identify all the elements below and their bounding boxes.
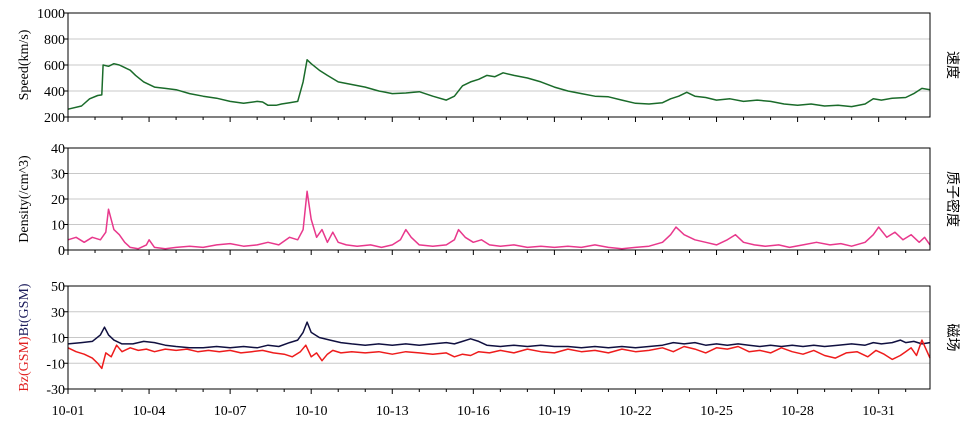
x-tick-label: 10-01 <box>52 404 85 419</box>
y-axis-label: Density(/cm^3) <box>17 155 32 243</box>
y-tick-label: 0 <box>58 244 65 259</box>
y-tick-label: -30 <box>46 383 65 398</box>
x-tick-label: 10-22 <box>619 404 652 419</box>
x-tick-label: 10-07 <box>214 404 247 419</box>
x-tick-label: 10-25 <box>700 404 733 419</box>
y-tick-label: 200 <box>44 111 65 126</box>
panel-side-label: 速度 <box>944 51 960 79</box>
x-tick-label: 10-13 <box>376 404 409 419</box>
y-tick-label: 1000 <box>37 7 65 22</box>
y-tick-label: 600 <box>44 59 65 74</box>
y-axis-label: Speed(km/s) <box>17 29 32 100</box>
y-axis-label: Bz(GSM)Bt(GSM) <box>17 283 32 391</box>
x-tick-label: 10-31 <box>862 404 895 419</box>
x-tick-label: 10-28 <box>781 404 814 419</box>
y-tick-label: 30 <box>51 306 65 321</box>
series-line <box>67 59 931 110</box>
series-line <box>67 190 931 250</box>
series-line <box>67 321 931 349</box>
panel-side-label: 磁场 <box>944 324 960 352</box>
x-tick-label: 10-04 <box>133 404 166 419</box>
y-tick-label: 400 <box>44 85 65 100</box>
x-tick-label: 10-16 <box>457 404 490 419</box>
y-tick-label: 800 <box>44 33 65 48</box>
x-tick-label: 10-19 <box>538 404 571 419</box>
x-tick-label: 10-10 <box>295 404 328 419</box>
y-tick-label: 40 <box>51 142 65 157</box>
y-tick-label: 50 <box>51 280 65 295</box>
y-tick-label: 30 <box>51 168 65 183</box>
panel-side-label: 质子密度 <box>944 171 960 227</box>
y-tick-label: 20 <box>51 193 65 208</box>
y-axis-label-part: Bz(GSM) <box>17 336 32 392</box>
series-line <box>67 339 931 370</box>
y-tick-label: 10 <box>51 332 65 347</box>
y-tick-label: 10 <box>51 219 65 234</box>
y-axis-label-part: Bt(GSM) <box>17 283 32 336</box>
y-tick-label: -10 <box>46 357 65 372</box>
